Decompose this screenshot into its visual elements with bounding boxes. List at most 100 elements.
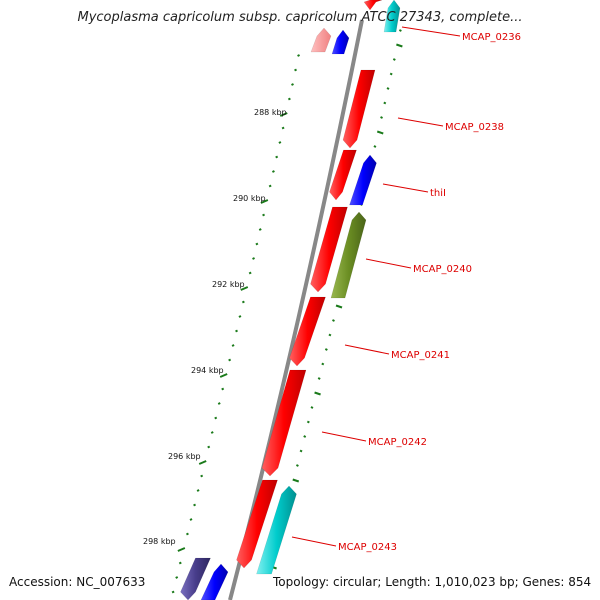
- tick-mark: [386, 87, 390, 90]
- tick-mark: [219, 373, 228, 378]
- tick-mark: [198, 460, 207, 465]
- page-title: Mycoplasma capricolum subsp. capricolum …: [77, 10, 523, 25]
- tick-mark: [389, 72, 393, 76]
- tick-mark: [240, 286, 249, 291]
- tick-mark: [171, 590, 175, 594]
- tick-label: 294 kbp: [191, 366, 224, 375]
- gene-label-leader: [397, 117, 444, 127]
- tick-mark: [210, 431, 214, 434]
- tick-mark: [196, 489, 200, 492]
- tick-mark: [252, 257, 255, 260]
- tick-mark: [231, 344, 235, 347]
- gene-label-leader: [291, 536, 337, 547]
- tick-mark: [292, 478, 300, 483]
- tick-mark: [383, 101, 387, 105]
- gene-arrow: [310, 206, 348, 293]
- gene-arrow: [331, 29, 350, 55]
- tick-mark: [321, 362, 325, 366]
- tick-mark: [310, 406, 314, 409]
- gene-label-leader: [344, 344, 390, 355]
- topology-text: Topology: circular; Length: 1,010,023 bp…: [273, 575, 592, 589]
- tick-mark: [279, 112, 288, 117]
- tick-label: 288 kbp: [254, 108, 287, 117]
- gene-arrow: [329, 149, 357, 201]
- gene-label: MCAP_0236: [462, 32, 521, 43]
- tick-mark: [260, 199, 269, 204]
- tick-mark: [248, 271, 252, 275]
- gene-arrow: [363, 0, 383, 11]
- tick-mark: [275, 155, 279, 159]
- tick-mark: [287, 97, 291, 101]
- tick-mark: [185, 532, 189, 536]
- gene-label-leaders: [291, 26, 461, 547]
- gene-arrow: [310, 27, 332, 53]
- tick-mark: [373, 145, 377, 148]
- tick-mark: [207, 445, 211, 449]
- tick-mark: [295, 464, 299, 467]
- tick-mark: [303, 435, 307, 438]
- tick-mark: [177, 547, 186, 552]
- tick-mark: [294, 68, 297, 72]
- gene-label: MCAP_0241: [391, 350, 450, 361]
- gene-arrow: [200, 563, 229, 600]
- gene-label: MCAP_0242: [368, 437, 427, 448]
- gene-arrows: [180, 0, 401, 600]
- tick-mark: [328, 333, 332, 337]
- tick-label: 296 kbp: [168, 452, 201, 461]
- gene-arrow: [289, 296, 326, 367]
- tick-mark: [221, 387, 225, 391]
- tick-mark: [396, 43, 403, 48]
- gene-arrow: [383, 0, 401, 33]
- tick-mark: [398, 29, 402, 32]
- tick-mark: [255, 242, 259, 246]
- tick-labels: 288 kbp 290 kbp 292 kbp 294 kbp 296 kbp 298 k…: [143, 108, 287, 546]
- tick-mark: [241, 300, 245, 304]
- tick-mark: [178, 561, 182, 565]
- tick-mark: [376, 130, 384, 135]
- tick-mark: [258, 228, 262, 231]
- tick-mark: [324, 348, 328, 351]
- gene-label: MCAP_0243: [338, 542, 397, 553]
- tick-mark: [214, 416, 218, 420]
- tick-mark: [262, 213, 266, 217]
- gene-label-leader: [321, 431, 367, 442]
- gene-arrow: [261, 369, 307, 477]
- tick-mark: [235, 329, 238, 333]
- gene-labels: MCAP_0236 MCAP_0238 thiI MCAP_0240 MCAP_0241…: [338, 32, 521, 553]
- gene-arrow: [349, 154, 377, 206]
- tick-mark: [392, 58, 396, 61]
- gene-label-leader: [365, 258, 412, 269]
- tick-mark: [299, 449, 303, 453]
- tick-mark: [380, 116, 383, 119]
- gene-label: thiI: [430, 188, 446, 199]
- tick-mark: [317, 377, 321, 380]
- tick-mark: [278, 141, 282, 144]
- gene-label: MCAP_0240: [413, 264, 472, 275]
- tick-label: 298 kbp: [143, 537, 176, 546]
- gene-label: MCAP_0238: [445, 122, 504, 133]
- tick-mark: [291, 83, 294, 86]
- genome-backbone: [228, 19, 364, 600]
- tick-mark: [332, 319, 335, 322]
- tick-mark: [200, 474, 204, 478]
- tick-mark: [238, 315, 242, 318]
- gene-label-leader: [382, 183, 429, 193]
- tick-label: 290 kbp: [233, 194, 266, 203]
- gene-arrow: [342, 69, 376, 149]
- tick-mark: [189, 518, 193, 521]
- tick-mark: [217, 402, 221, 405]
- tick-mark: [314, 391, 321, 396]
- tick-mark: [268, 184, 272, 188]
- tick-label: 292 kbp: [212, 280, 245, 289]
- tick-mark: [297, 54, 300, 57]
- tick-mark: [271, 170, 275, 173]
- gene-arrow: [180, 557, 211, 600]
- tick-mark: [281, 126, 285, 130]
- gene-arrow: [236, 479, 278, 569]
- tick-mark: [306, 420, 310, 424]
- tick-mark: [193, 503, 197, 507]
- gene-arrow: [330, 211, 367, 299]
- tick-mark: [335, 304, 343, 309]
- gene-arrow: [256, 485, 297, 575]
